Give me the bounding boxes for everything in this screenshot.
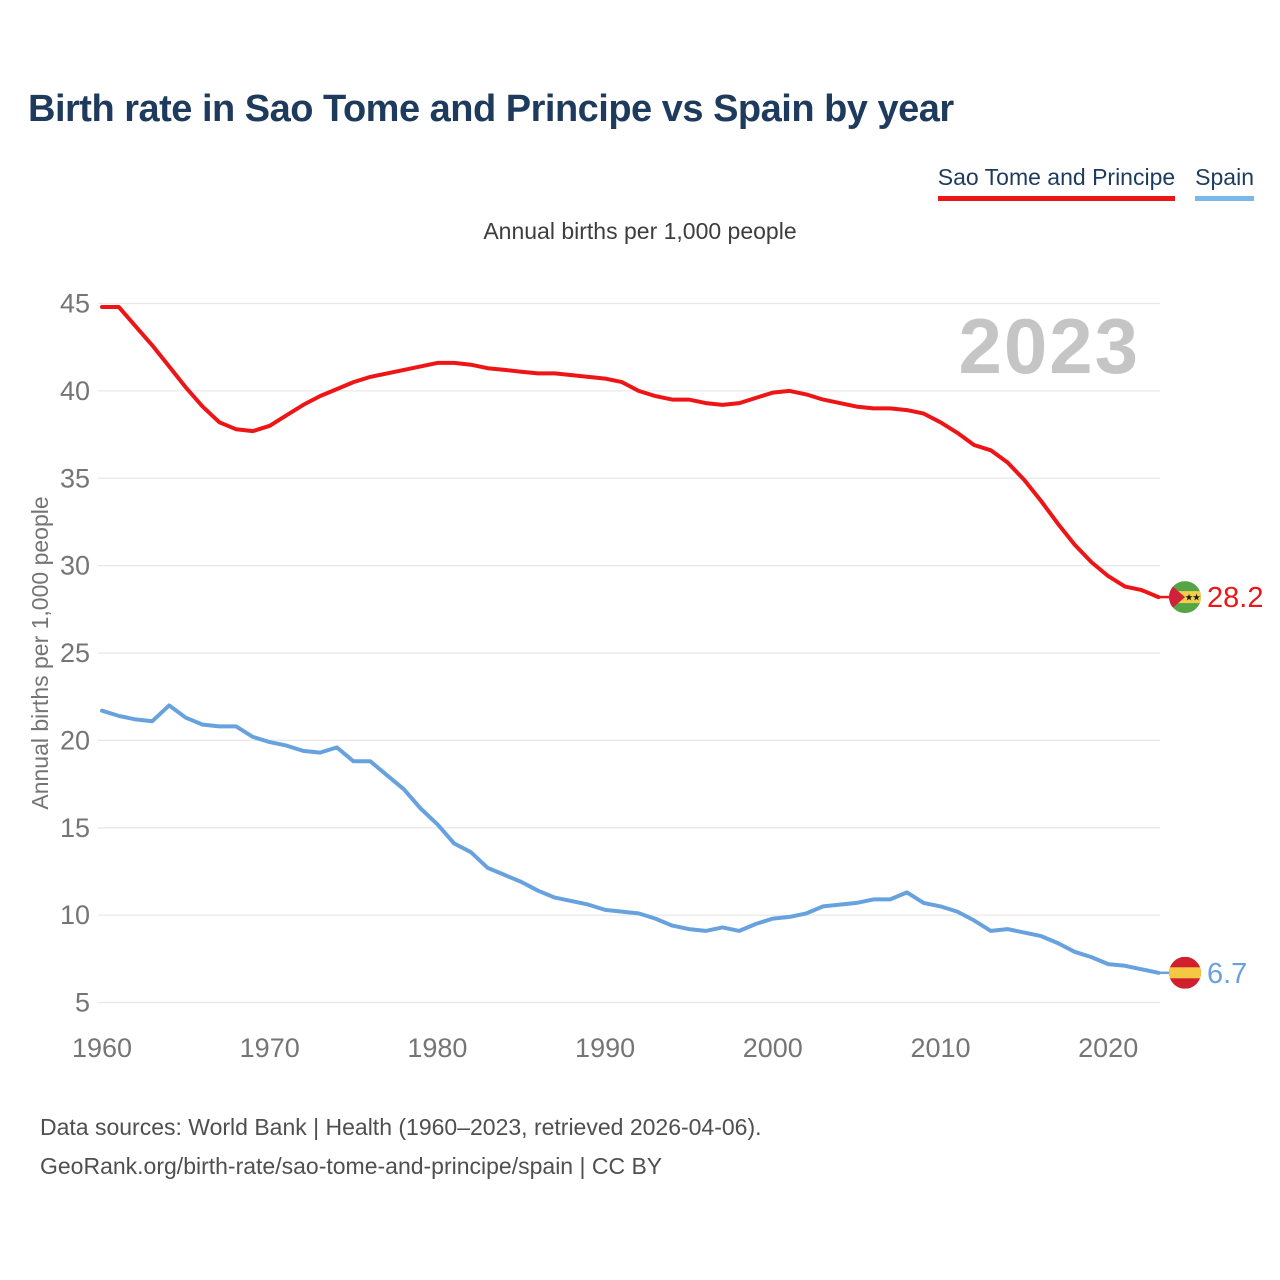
svg-text:★: ★ (1192, 593, 1201, 604)
data-sources-note: Data sources: World Bank | Health (1960–… (40, 1114, 762, 1140)
y-tick-label: 15 (60, 813, 90, 843)
legend-item-spain[interactable]: Spain (1195, 164, 1254, 201)
watermark-year: 2023 (958, 302, 1140, 390)
end-value-label-sao-tome-and-principe: 28.2 (1207, 582, 1263, 614)
spain-flag-icon (1169, 956, 1201, 989)
sao-tome-and-principe-flag-icon: ★★ (1169, 581, 1201, 614)
x-tick-label: 1980 (407, 1033, 467, 1063)
legend: Sao Tome and Principe Spain (937, 164, 1254, 201)
footer: Data sources: World Bank | Health (1960–… (40, 1108, 762, 1186)
chart-subtitle: Annual births per 1,000 people (483, 218, 797, 244)
x-tick-label: 2020 (1078, 1033, 1138, 1063)
x-tick-label: 2010 (910, 1033, 970, 1063)
y-tick-label: 20 (60, 725, 90, 755)
y-tick-label: 5 (75, 988, 90, 1018)
y-tick-label: 10 (60, 900, 90, 930)
y-tick-label: 30 (60, 551, 90, 581)
x-tick-label: 1970 (240, 1033, 300, 1063)
x-tick-label: 1960 (72, 1033, 132, 1063)
series-line-spain (100, 703, 1161, 975)
x-tick-label: 1990 (575, 1033, 635, 1063)
page-title: Birth rate in Sao Tome and Principe vs S… (28, 88, 954, 130)
x-tick-label: 2000 (743, 1033, 803, 1063)
end-value-label-spain: 6.7 (1207, 958, 1247, 990)
legend-item-sao-tome-and-principe[interactable]: Sao Tome and Principe (937, 164, 1176, 201)
y-tick-label: 45 (60, 289, 90, 319)
y-tick-label: 25 (60, 638, 90, 668)
series-line-sao-tome-and-principe (100, 305, 1161, 600)
y-axis-title: Annual births per 1,000 people (27, 496, 53, 809)
attribution-note: GeoRank.org/birth-rate/sao-tome-and-prin… (40, 1153, 663, 1179)
y-tick-label: 40 (60, 376, 90, 406)
y-tick-label: 35 (60, 463, 90, 493)
svg-text:★: ★ (1185, 593, 1194, 604)
